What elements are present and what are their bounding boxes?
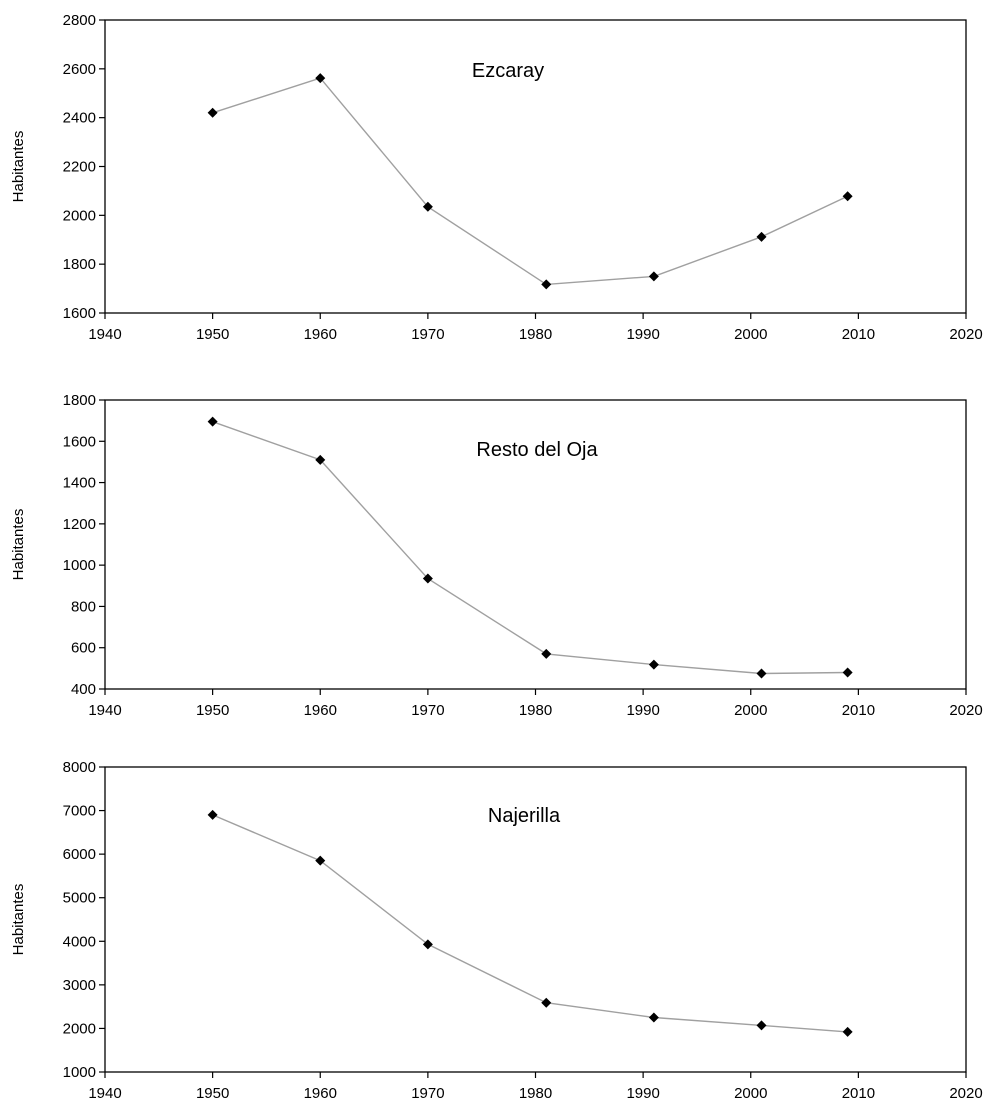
x-tick-label: 1990 bbox=[626, 702, 659, 719]
y-tick-label: 2800 bbox=[63, 12, 96, 29]
y-tick-label: 6000 bbox=[63, 846, 96, 863]
y-tick-label: 2400 bbox=[63, 110, 96, 127]
data-point bbox=[315, 454, 326, 465]
y-tick-label: 3000 bbox=[63, 977, 96, 994]
y-tick-label: 2000 bbox=[63, 207, 96, 224]
x-tick-label: 2010 bbox=[842, 326, 875, 343]
y-tick-label: 1800 bbox=[63, 392, 96, 409]
y-axis-label: Habitantes bbox=[10, 884, 27, 956]
chart-title: Najerilla bbox=[488, 805, 561, 827]
x-tick-label: 1970 bbox=[411, 326, 444, 343]
data-point bbox=[207, 416, 218, 427]
y-axis-label: Habitantes bbox=[10, 131, 27, 203]
y-tick-label: 2600 bbox=[63, 61, 96, 78]
y-tick-label: 7000 bbox=[63, 803, 96, 820]
data-point bbox=[207, 809, 218, 820]
y-axis-label: Habitantes bbox=[10, 509, 27, 581]
data-point bbox=[756, 231, 767, 242]
series-line bbox=[212, 814, 848, 1033]
y-tick-label: 1200 bbox=[63, 516, 96, 533]
x-tick-label: 1990 bbox=[626, 1085, 659, 1102]
data-point bbox=[422, 939, 433, 950]
data-point bbox=[756, 668, 767, 679]
x-tick-label: 1980 bbox=[519, 1085, 552, 1102]
y-tick-label: 1000 bbox=[63, 1064, 96, 1081]
data-point bbox=[541, 997, 552, 1008]
chart-panel-1: 1600 1800 2000 2200 2400 2600 2800 1940 1950 1960… bbox=[10, 12, 983, 343]
y-tick-label: 8000 bbox=[63, 759, 96, 776]
y-tick-label: 1800 bbox=[63, 256, 96, 273]
data-point bbox=[315, 73, 326, 84]
x-tick-label: 1950 bbox=[196, 326, 229, 343]
data-point bbox=[207, 107, 218, 118]
x-tick-label: 2020 bbox=[949, 702, 982, 719]
x-tick-label: 1960 bbox=[304, 702, 337, 719]
y-tick-label: 1600 bbox=[63, 433, 96, 450]
x-tick-label: 1950 bbox=[196, 1085, 229, 1102]
data-point bbox=[422, 573, 433, 584]
y-tick-label: 1000 bbox=[63, 557, 96, 574]
data-point bbox=[648, 1012, 659, 1023]
x-tick-label: 1970 bbox=[411, 1085, 444, 1102]
data-point bbox=[422, 201, 433, 212]
chart-panel-3: 1000 2000 3000 4000 5000 6000 7000 8000 1940 1950… bbox=[10, 759, 983, 1102]
data-point bbox=[756, 1020, 767, 1031]
chart-title: Ezcaray bbox=[472, 60, 544, 82]
x-tick-label: 1980 bbox=[519, 326, 552, 343]
x-tick-label: 1980 bbox=[519, 702, 552, 719]
x-tick-label: 1940 bbox=[88, 1085, 121, 1102]
data-point bbox=[842, 1026, 853, 1037]
x-tick-label: 2020 bbox=[949, 326, 982, 343]
x-tick-label: 2010 bbox=[842, 1085, 875, 1102]
x-tick-label: 2000 bbox=[734, 326, 767, 343]
x-tick-label: 2020 bbox=[949, 1085, 982, 1102]
data-point bbox=[315, 855, 326, 866]
y-tick-label: 2200 bbox=[63, 159, 96, 176]
y-tick-label: 1600 bbox=[63, 305, 96, 322]
y-tick-label: 1400 bbox=[63, 475, 96, 492]
y-tick-label: 2000 bbox=[63, 1020, 96, 1037]
x-tick-label: 1950 bbox=[196, 702, 229, 719]
data-point bbox=[648, 659, 659, 670]
data-point bbox=[648, 271, 659, 282]
x-tick-label: 2010 bbox=[842, 702, 875, 719]
x-tick-label: 2000 bbox=[734, 1085, 767, 1102]
data-point bbox=[541, 648, 552, 659]
data-point bbox=[842, 191, 853, 202]
x-tick-label: 2000 bbox=[734, 702, 767, 719]
y-tick-label: 600 bbox=[71, 640, 96, 657]
x-tick-label: 1970 bbox=[411, 702, 444, 719]
y-tick-label: 4000 bbox=[63, 933, 96, 950]
series-line bbox=[212, 77, 848, 286]
data-point bbox=[842, 667, 853, 678]
y-tick-label: 800 bbox=[71, 598, 96, 615]
x-tick-label: 1990 bbox=[626, 326, 659, 343]
x-tick-label: 1960 bbox=[304, 326, 337, 343]
x-tick-label: 1960 bbox=[304, 1085, 337, 1102]
chart-title: Resto del Oja bbox=[476, 439, 598, 461]
y-tick-label: 400 bbox=[71, 681, 96, 698]
data-point bbox=[541, 279, 552, 290]
chart-panel-2: 400 600 800 1000 1200 1400 1600 1800 1940 1950 196… bbox=[10, 392, 983, 719]
x-tick-label: 1940 bbox=[88, 702, 121, 719]
y-tick-label: 5000 bbox=[63, 890, 96, 907]
x-tick-label: 1940 bbox=[88, 326, 121, 343]
